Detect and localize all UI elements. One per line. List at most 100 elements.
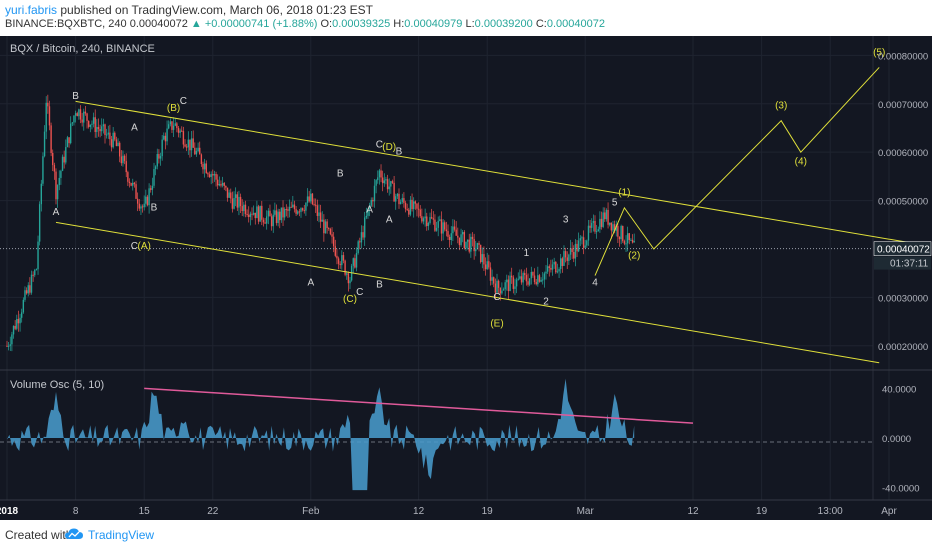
candle-body <box>324 221 327 234</box>
candle-body <box>303 210 305 212</box>
candle-body <box>568 254 570 261</box>
oscillator-tick-label: 0.0000 <box>882 434 911 445</box>
candle-body <box>427 222 430 227</box>
wave-label: B <box>376 280 383 291</box>
candle-body <box>478 243 480 245</box>
candle-body <box>504 282 506 290</box>
candle-body <box>215 174 217 180</box>
candle-body <box>275 210 278 224</box>
wave-label: B <box>337 168 344 179</box>
candle-body <box>553 261 555 265</box>
candle-body <box>561 258 564 266</box>
candle-body <box>246 213 248 215</box>
grid <box>0 36 890 500</box>
candle-body <box>205 163 207 174</box>
candle-body <box>315 204 317 206</box>
candle-body <box>42 156 44 184</box>
time-axis: 2018 8 15 22 Feb 12 19 Mar 12 19 13:00 Apr <box>0 506 897 517</box>
candle-body <box>406 209 408 211</box>
published-text: published on TradingView.com, March 06, … <box>57 3 373 17</box>
chart-area[interactable]: BQX / Bitcoin, 240, BINANCE (A) (B) (C) (D)… <box>0 36 932 520</box>
candle-body <box>341 255 343 266</box>
candle-body <box>68 137 70 144</box>
candle-body <box>252 212 255 215</box>
candle-body <box>502 289 505 291</box>
candle-body <box>625 243 627 245</box>
candle-body <box>63 156 65 163</box>
candle-body <box>491 277 493 281</box>
candle-body <box>532 271 534 276</box>
wave-label: B <box>72 91 79 102</box>
projection-wave-label: (4) <box>795 156 807 167</box>
candle-body <box>381 177 384 184</box>
candle-body <box>61 156 64 171</box>
oscillator-axis: 40.0000 0.0000 -40.0000 <box>882 384 920 494</box>
candle-body <box>279 211 281 221</box>
candle-body <box>368 205 371 209</box>
candle-body <box>264 222 266 224</box>
change-value: +0.00000741 (+1.88%) <box>204 18 318 30</box>
candle-body <box>102 124 105 127</box>
candle-body <box>140 206 142 209</box>
projection-wave-label: (1) <box>618 188 630 199</box>
candle-body <box>16 318 18 329</box>
tradingview-brand-link[interactable]: TradingView <box>88 528 155 542</box>
candle-body <box>546 266 549 272</box>
candle-body <box>248 214 250 218</box>
author-link[interactable]: yuri.fabris <box>5 3 58 17</box>
candle-body <box>19 317 21 324</box>
time-tick-label: 22 <box>207 506 219 517</box>
candle-body <box>153 169 155 186</box>
candle-body <box>78 109 80 117</box>
candle-body <box>579 238 581 241</box>
wave-label: 1 <box>524 248 530 259</box>
candle-body <box>158 154 160 159</box>
high-value: 0.00040979 <box>404 18 463 30</box>
candle-body <box>550 267 552 270</box>
candle-body <box>25 290 28 294</box>
candle-body <box>471 236 474 240</box>
candle-body <box>334 246 336 256</box>
candle-body <box>60 170 62 178</box>
chart-svg[interactable]: BQX / Bitcoin, 240, BINANCE (A) (B) (C) (D)… <box>0 36 932 520</box>
candle-body <box>321 219 323 222</box>
candle-body <box>274 210 276 215</box>
candle-body <box>236 194 238 208</box>
candle-body <box>452 226 454 234</box>
candle-body <box>301 208 304 211</box>
candle-body <box>448 236 451 241</box>
candle-body <box>305 202 307 211</box>
candle-body <box>107 132 109 135</box>
candle-body <box>388 186 390 190</box>
candle-body <box>117 142 119 147</box>
candle-body <box>373 185 376 202</box>
projection-wave-label: (3) <box>775 101 787 112</box>
candle-body <box>535 281 537 285</box>
footer: Created with TradingView <box>0 520 932 550</box>
candle-body <box>364 217 366 238</box>
candle-body <box>141 206 144 208</box>
candle-body <box>86 113 88 121</box>
candle-body <box>6 345 8 347</box>
candle-body <box>522 273 524 283</box>
bracket-wave-label: (B) <box>167 103 180 114</box>
candle-body <box>591 222 593 228</box>
candle-body <box>628 233 630 241</box>
candle-body <box>37 241 39 270</box>
pane-title: BQX / Bitcoin, 240, BINANCE <box>10 43 155 55</box>
candle-body <box>230 192 232 199</box>
candle-body <box>419 209 421 217</box>
candle-body <box>349 280 351 284</box>
candle-body <box>484 264 487 270</box>
oscillator-trendline <box>144 387 694 424</box>
candle-body <box>43 131 46 157</box>
candle-body <box>622 225 624 242</box>
candle-body <box>617 225 619 237</box>
candle-body <box>417 208 420 210</box>
candle-body <box>241 206 243 212</box>
candle-body <box>45 102 47 132</box>
candle-body <box>450 233 452 241</box>
wave-label: A <box>386 214 393 225</box>
candle-body <box>574 243 577 259</box>
candle-body <box>257 206 260 222</box>
